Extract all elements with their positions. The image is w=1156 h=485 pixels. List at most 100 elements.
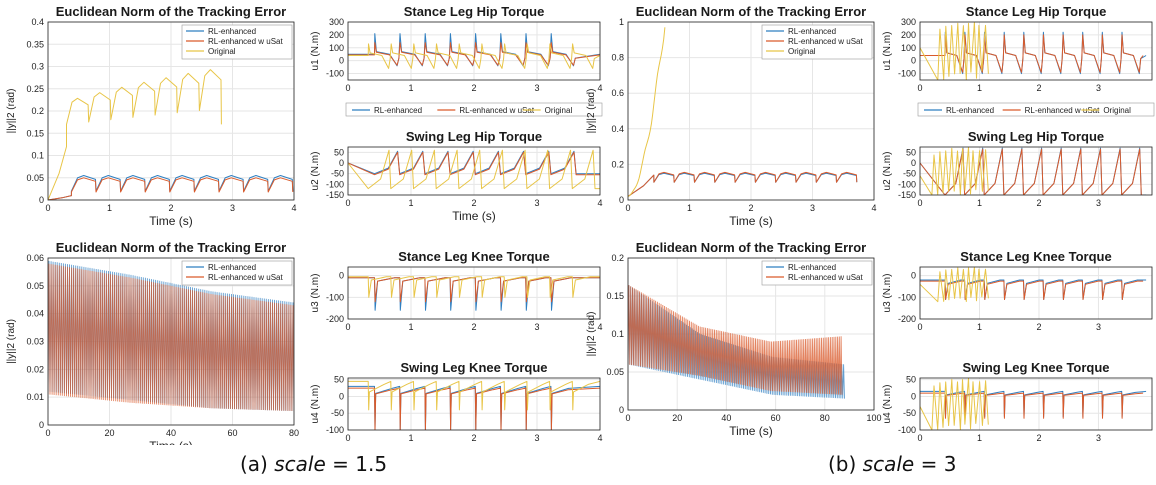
x-tick-label: 40 [721, 413, 731, 423]
axes-frame [347, 21, 601, 81]
series-rl-enhanced-w-usat [48, 263, 294, 412]
legend-entry: RL-enhanced w uSat [208, 273, 283, 282]
x-tick-label: 1 [408, 433, 413, 443]
x-tick-label: 4 [597, 83, 602, 93]
y-tick-label: -100 [326, 69, 344, 79]
x-tick-label: 2 [1036, 322, 1041, 332]
chart-title: Euclidean Norm of the Tracking Error [636, 4, 866, 19]
y-tick-label: -100 [898, 179, 916, 189]
y-tick-label: 0.3 [31, 62, 44, 72]
series-rl-enhanced-w-usat [920, 392, 1144, 419]
y-tick-label: 0.06 [26, 253, 44, 263]
y-tick-label: 50 [334, 147, 344, 157]
x-tick-label: 1 [977, 198, 982, 208]
y-tick-label: 0.4 [611, 124, 624, 134]
axes-frame [347, 266, 601, 320]
y-tick-label: 0.05 [26, 173, 44, 183]
y-axis-label: u2 (N.m) [882, 152, 893, 191]
y-tick-label: 100 [329, 43, 344, 53]
x-tick-label: 60 [771, 413, 781, 423]
y-tick-label: 0 [39, 420, 44, 430]
axes-frame [919, 146, 1153, 196]
x-tick-label: 3 [1096, 322, 1101, 332]
series-original [920, 378, 989, 430]
series-rl-enhanced-w-usat [628, 285, 843, 395]
legend-entry: RL-enhanced w uSat [788, 273, 863, 282]
y-axis-label: ||y||2 (rad) [6, 319, 17, 364]
x-axis-label: Time (s) [1014, 444, 1058, 445]
y-tick-label: 200 [329, 30, 344, 40]
axes-frame [919, 266, 1153, 320]
chart-b-err-top: 0 1 2 3 4 0 0.2 0.4 0.6 0.8 1 Euclidean Norm of the… [586, 4, 877, 228]
chart-b-u3: 0 1 2 3 -200 -100 0 Stance Leg Knee Torque u3 (N… [882, 249, 1153, 332]
y-tick-label: 300 [901, 17, 916, 27]
x-tick-label: 4 [871, 203, 876, 213]
legend-entry: RL-enhanced w uSat [1025, 106, 1100, 115]
x-axis-label: Time (s) [729, 214, 773, 228]
y-axis-label: u4 (N.m) [882, 385, 893, 424]
legend-entry: Original [1103, 106, 1131, 115]
series-rl-enhanced [628, 285, 845, 399]
x-tick-label: 2 [1036, 433, 1041, 443]
x-axis-label: Time (s) [729, 424, 773, 438]
chart-title: Stance Leg Knee Torque [960, 249, 1111, 264]
y-tick-label: -50 [903, 408, 916, 418]
y-tick-label: 0.01 [26, 392, 44, 402]
y-tick-label: 0 [911, 158, 916, 168]
x-tick-label: 0 [345, 83, 350, 93]
axes-frame [919, 21, 1153, 81]
y-axis-label: ||y||2 (rad) [586, 312, 597, 357]
y-tick-label: 0.2 [611, 159, 624, 169]
y-axis-label: ||y||2 (rad) [6, 89, 17, 134]
x-tick-label: 4 [291, 203, 296, 213]
series-original [348, 276, 600, 298]
y-tick-label: -50 [331, 169, 344, 179]
x-tick-label: 0 [45, 203, 50, 213]
chart-title: Swing Leg Knee Torque [962, 360, 1109, 375]
y-tick-label: 0.05 [26, 281, 44, 291]
y-tick-label: -100 [326, 425, 344, 435]
x-tick-label: 2 [1036, 198, 1041, 208]
y-tick-label: 0.2 [31, 106, 44, 116]
chart-title: Euclidean Norm of the Tracking Error [56, 4, 286, 19]
legend-entry: RL-enhanced w uSat [208, 37, 283, 46]
x-tick-label: 3 [1096, 198, 1101, 208]
chart-title: Stance Leg Hip Torque [404, 4, 545, 19]
chart-a-u4: 0 1 2 3 4 -100 -50 0 50 Swing Leg Knee Torque Time… [310, 360, 603, 445]
y-tick-label: 50 [906, 147, 916, 157]
axes-frame [627, 257, 875, 411]
x-tick-label: 0 [917, 83, 922, 93]
legend: RL-enhanced RL-enhanced w uSat Original [345, 102, 603, 117]
x-tick-label: 1 [107, 203, 112, 213]
x-tick-label: 40 [166, 428, 176, 438]
y-tick-label: -100 [326, 292, 344, 302]
y-tick-label: 0 [911, 271, 916, 281]
y-tick-label: 0.1 [31, 151, 44, 161]
y-tick-label: 0.05 [606, 367, 624, 377]
axes-frame [347, 146, 601, 196]
x-tick-label: 1 [977, 433, 982, 443]
y-tick-label: 200 [901, 30, 916, 40]
series-rl-enhanced-w-usat [348, 387, 600, 430]
x-tick-label: 2 [471, 83, 476, 93]
series-rl-enhanced-w-usat [48, 177, 294, 200]
y-tick-label: 0 [39, 195, 44, 205]
x-axis-label: Time (s) [452, 209, 496, 223]
chart-b-err-bot: 0 20 40 60 80 100 0 0.05 0.1 0.15 0.2 Euclidean Nor… [586, 240, 882, 438]
x-tick-label: 80 [289, 428, 299, 438]
legend-entry: RL-enhanced [788, 27, 836, 36]
y-tick-label: 0 [911, 391, 916, 401]
y-tick-label: 0.8 [611, 53, 624, 63]
y-axis-label: ||y||2 (rad) [586, 89, 597, 134]
x-tick-label: 3 [1096, 433, 1101, 443]
series-original [348, 149, 600, 190]
y-tick-label: -100 [898, 69, 916, 79]
legend-entry: RL-enhanced w uSat [459, 106, 534, 115]
x-tick-label: 1 [687, 203, 692, 213]
y-tick-label: 0.6 [611, 88, 624, 98]
legend-entry: Original [545, 106, 573, 115]
x-tick-label: 20 [672, 413, 682, 423]
